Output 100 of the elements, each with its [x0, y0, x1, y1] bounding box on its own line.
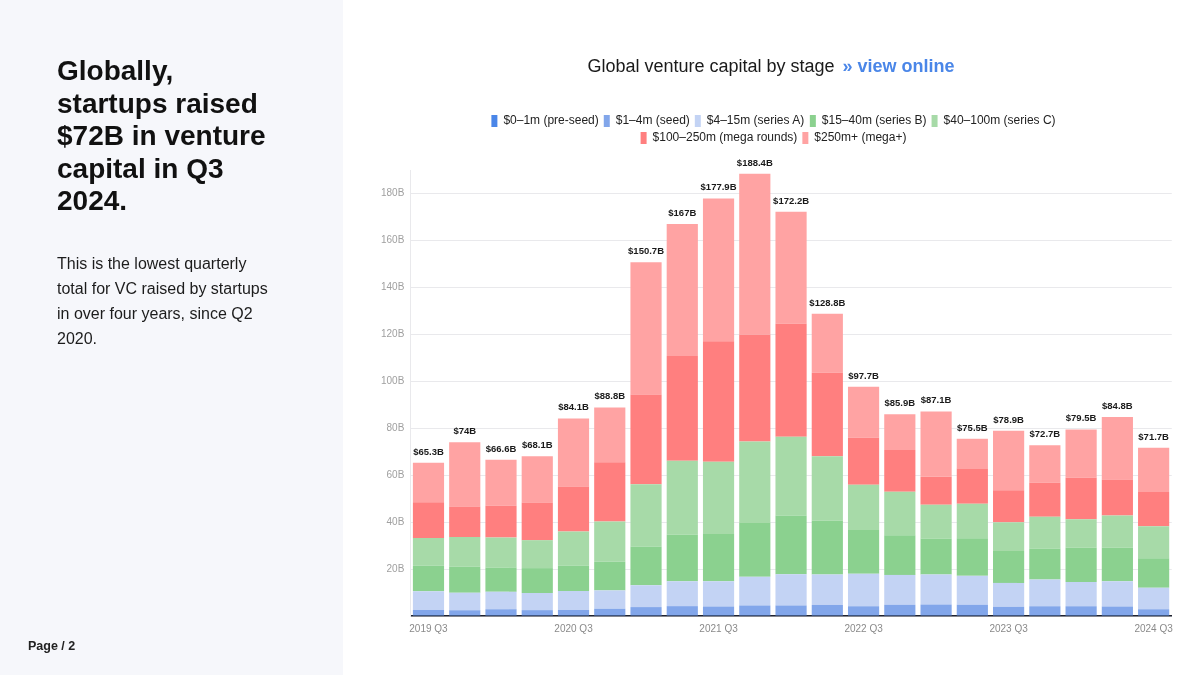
- bar: [630, 262, 662, 395]
- bar: [993, 582, 1025, 607]
- bar: [594, 407, 626, 463]
- total-label: $85.9B: [884, 397, 916, 409]
- bar: [847, 573, 880, 607]
- bar: [956, 604, 988, 616]
- bar: [956, 468, 988, 504]
- x-tick-label: 2019 Q3: [409, 622, 449, 634]
- bar: [521, 568, 553, 593]
- bar: [702, 581, 735, 607]
- bar: [920, 476, 952, 505]
- bar: [1065, 547, 1097, 582]
- bar: [412, 609, 445, 616]
- bar: [1101, 606, 1133, 616]
- text: Page / 2: [28, 639, 76, 653]
- bar: [956, 538, 988, 576]
- text: This is the lowest quarterly total for VC raised by startups in over four years, since Q2 2020.: [57, 254, 269, 349]
- bar: [993, 430, 1025, 491]
- text: Globally, startups raised $72B in venture capital in Q3 2024.: [57, 55, 267, 218]
- bar: [412, 565, 445, 592]
- bar: [1065, 477, 1097, 520]
- legend-label: $0–1m (pre-seed): [503, 113, 599, 128]
- bar: [521, 610, 553, 616]
- bar: [630, 607, 662, 616]
- bar: [594, 561, 626, 591]
- text: » view online: [842, 56, 955, 76]
- bar: [1101, 547, 1133, 582]
- bar: [739, 334, 771, 442]
- bar: [739, 441, 771, 524]
- bar: [739, 605, 771, 616]
- x-tick-label: 2023 Q3: [989, 622, 1029, 634]
- bar: [1029, 445, 1061, 483]
- bar: [1138, 526, 1170, 559]
- bar: [449, 592, 481, 611]
- bar: [775, 323, 807, 437]
- bar: [449, 566, 481, 593]
- bar: [1101, 581, 1133, 607]
- x-tick-label: 2022 Q3: [844, 622, 884, 634]
- bar: [956, 575, 988, 605]
- bar: [920, 504, 952, 539]
- bar: [630, 394, 662, 485]
- bar: [775, 436, 807, 516]
- bar: [956, 503, 988, 539]
- bar: [521, 456, 553, 503]
- bar: [1138, 492, 1170, 527]
- bar: [1138, 447, 1170, 493]
- total-label: $150.7B: [628, 245, 665, 257]
- x-tick-label: 2024 Q3: [1134, 622, 1174, 634]
- bar: [811, 574, 843, 605]
- bar: [811, 604, 843, 616]
- bar: [449, 610, 481, 616]
- bar: [884, 574, 916, 605]
- y-tick-label: 20B: [386, 562, 405, 574]
- bar: [847, 386, 880, 438]
- bar: [920, 604, 952, 616]
- total-label: $128.8B: [809, 296, 846, 308]
- bar: [847, 530, 880, 574]
- bar: [412, 591, 445, 610]
- bar: [1065, 429, 1097, 478]
- bar: [884, 604, 916, 616]
- total-label: $65.3B: [413, 445, 444, 457]
- bar: [702, 341, 735, 462]
- bar: [557, 418, 590, 487]
- y-tick-label: 60B: [386, 468, 405, 480]
- bar: [485, 505, 517, 538]
- x-tick-label: 2021 Q3: [699, 622, 739, 634]
- bar: [775, 574, 807, 606]
- bar: [1065, 581, 1097, 607]
- total-label: $78.9B: [993, 413, 1025, 425]
- bar: [557, 609, 590, 616]
- bar: [594, 462, 626, 522]
- bar: [594, 521, 626, 562]
- bar: [775, 605, 807, 616]
- bar: [1029, 482, 1061, 517]
- legend-label: $100–250m (mega rounds): [652, 130, 798, 145]
- y-tick-label: 100B: [381, 375, 405, 387]
- bar: [666, 534, 698, 582]
- bar: [485, 459, 517, 506]
- bar: [485, 591, 517, 610]
- y-tick-label: 40B: [386, 515, 405, 527]
- total-label: $68.1B: [521, 439, 553, 451]
- bar: [412, 538, 445, 566]
- bar: [847, 484, 880, 531]
- total-label: $167B: [668, 206, 697, 218]
- bar: [1101, 416, 1133, 480]
- bar: [884, 450, 916, 492]
- bar: [485, 609, 517, 616]
- y-tick-label: 120B: [381, 328, 405, 340]
- legend-label: $1–4m (seed): [615, 113, 690, 128]
- bar: [811, 313, 843, 373]
- bar: [594, 608, 626, 616]
- bar: [884, 414, 916, 451]
- text: Global venture capital by stage: [587, 56, 835, 76]
- bar: [920, 538, 952, 575]
- bar: [920, 411, 952, 477]
- bar: [702, 198, 735, 342]
- bar: [993, 550, 1025, 583]
- total-label: $71.7B: [1138, 430, 1170, 442]
- y-tick-label: 160B: [381, 234, 405, 246]
- bar: [811, 372, 843, 457]
